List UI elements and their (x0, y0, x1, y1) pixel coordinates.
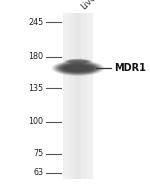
Ellipse shape (68, 60, 88, 63)
Bar (75, 13, 81, 179)
Ellipse shape (58, 63, 98, 74)
Ellipse shape (55, 62, 101, 75)
Ellipse shape (65, 65, 91, 71)
Bar (87, 13, 93, 179)
Text: 63: 63 (33, 169, 44, 177)
Ellipse shape (53, 61, 103, 76)
Ellipse shape (56, 62, 100, 74)
Text: 180: 180 (28, 52, 44, 61)
Bar (69, 13, 75, 179)
Text: MDR1: MDR1 (114, 63, 146, 73)
Ellipse shape (61, 64, 95, 73)
Text: 75: 75 (33, 149, 43, 158)
Ellipse shape (65, 59, 91, 64)
Text: Liver: Liver (80, 0, 100, 11)
Text: 100: 100 (28, 117, 44, 126)
Ellipse shape (62, 64, 94, 72)
Ellipse shape (68, 60, 88, 63)
Ellipse shape (67, 59, 90, 64)
Ellipse shape (51, 60, 105, 76)
Text: 135: 135 (28, 84, 44, 93)
Bar (81, 13, 87, 179)
Ellipse shape (64, 65, 92, 72)
Text: 245: 245 (28, 18, 44, 27)
Bar (63, 13, 93, 179)
Bar (63, 13, 69, 179)
Ellipse shape (64, 59, 92, 65)
Ellipse shape (66, 59, 90, 64)
Ellipse shape (59, 63, 97, 73)
